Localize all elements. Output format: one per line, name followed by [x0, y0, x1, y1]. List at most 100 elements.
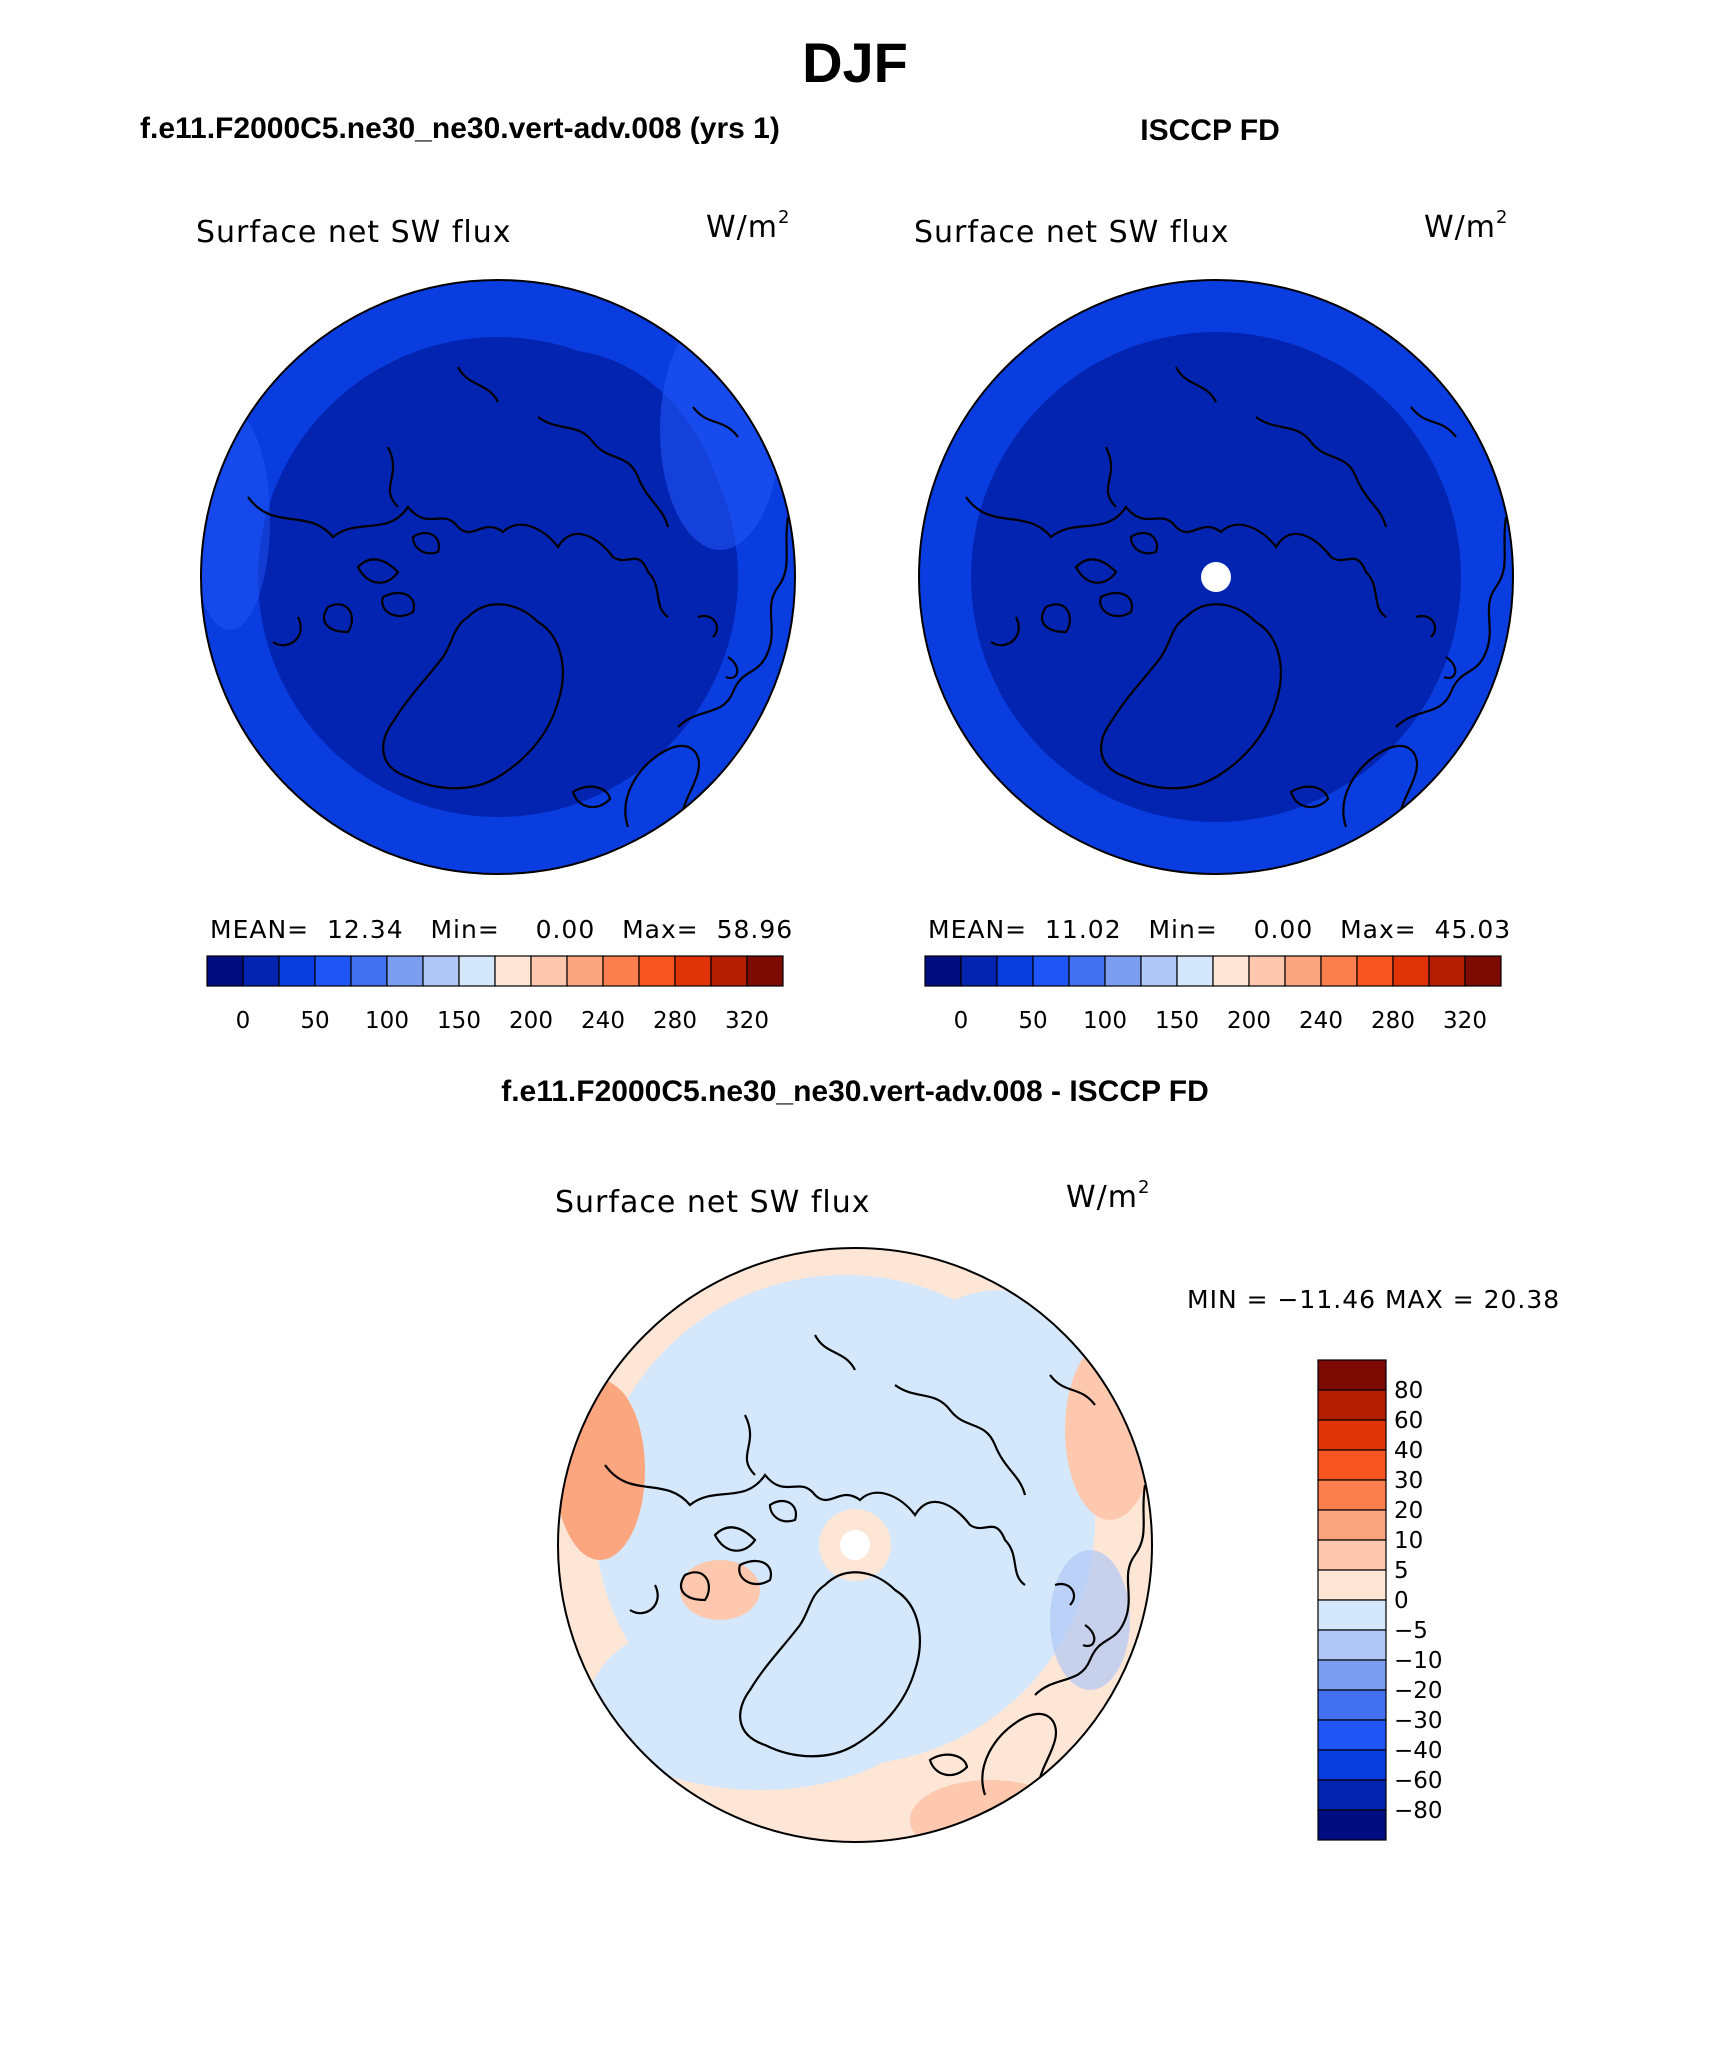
- model-colorbar-swatch: [350, 955, 388, 987]
- obs-colorbar-tick-label: 320: [1443, 1008, 1487, 1034]
- difference-colorbar-tick-label: −60: [1394, 1768, 1443, 1794]
- model-colorbar-tick-label: 280: [653, 1008, 697, 1034]
- obs-colorbar-tick-label: 0: [954, 1008, 969, 1034]
- difference-colorbar-swatch: [1317, 1599, 1387, 1631]
- difference-colorbar-swatch: [1317, 1419, 1387, 1451]
- difference-colorbar-tick-label: −30: [1394, 1708, 1443, 1734]
- obs-polar-map: [918, 279, 1514, 875]
- difference-colorbar-swatch: [1317, 1719, 1387, 1751]
- obs-colorbar-tick-label: 200: [1227, 1008, 1271, 1034]
- obs-colorbar-swatch: [1068, 955, 1106, 987]
- model-colorbar-swatch: [206, 955, 244, 987]
- model-colorbar-swatch: [530, 955, 568, 987]
- difference-colorbar-tick-label: 10: [1394, 1528, 1423, 1554]
- difference-colorbar-tick-label: 0: [1394, 1588, 1409, 1614]
- difference-colorbar-swatch: [1317, 1539, 1387, 1571]
- difference-colorbar-swatch: [1317, 1749, 1387, 1781]
- model-colorbar-swatch: [314, 955, 352, 987]
- difference-colorbar-swatch: [1317, 1629, 1387, 1661]
- difference-colorbar-tick-label: 80: [1394, 1378, 1423, 1404]
- model-polar-map: [200, 279, 796, 875]
- difference-colorbar-tick-label: 60: [1394, 1408, 1423, 1434]
- model-units-label: W/m2: [706, 207, 791, 245]
- obs-colorbar-swatch: [1212, 955, 1250, 987]
- difference-polar-map: [557, 1247, 1153, 1843]
- model-colorbar-swatch: [278, 955, 316, 987]
- model-colorbar-swatch: [422, 955, 460, 987]
- difference-colorbar-tick-label: 40: [1394, 1438, 1423, 1464]
- obs-colorbar-tick-label: 280: [1371, 1008, 1415, 1034]
- obs-colorbar: 0 50 100 150 200 240 280 320: [924, 955, 1502, 1034]
- difference-minmax: MIN = −11.46 MAX = 20.38: [1187, 1285, 1561, 1314]
- obs-colorbar-tick-label: 100: [1083, 1008, 1127, 1034]
- model-colorbar-swatch: [458, 955, 496, 987]
- model-colorbar-tick-label: 200: [509, 1008, 553, 1034]
- obs-colorbar-swatch: [1104, 955, 1142, 987]
- obs-units-label: W/m2: [1424, 207, 1509, 245]
- obs-colorbar-tick-label: 50: [1018, 1008, 1047, 1034]
- model-colorbar-tick-label: 150: [437, 1008, 481, 1034]
- difference-colorbar-swatch: [1317, 1509, 1387, 1541]
- model-colorbar-swatch: [386, 955, 424, 987]
- difference-colorbar-swatch: [1317, 1449, 1387, 1481]
- main-title: DJF: [802, 31, 908, 94]
- obs-colorbar-swatch: [1392, 955, 1430, 987]
- difference-colorbar-swatch: [1317, 1659, 1387, 1691]
- model-colorbar-swatch: [566, 955, 604, 987]
- obs-colorbar-swatch: [1032, 955, 1070, 987]
- difference-colorbar-tick-label: −5: [1394, 1618, 1428, 1644]
- model-panel-header: f.e11.F2000C5.ne30_ne30.vert-adv.008 (yr…: [140, 112, 780, 145]
- difference-colorbar-tick-label: 5: [1394, 1558, 1409, 1584]
- model-colorbar: 0 50 100 150 200 240 280 320: [206, 955, 784, 1034]
- difference-units-label: W/m2: [1066, 1177, 1151, 1215]
- difference-colorbar: 80 60 40 30 20 10 5 0 −5 −10 −20 −30 −40 −60 −80: [1317, 1359, 1443, 1841]
- difference-colorbar-tick-label: −20: [1394, 1678, 1443, 1704]
- difference-colorbar-tick-label: −80: [1394, 1798, 1443, 1824]
- difference-colorbar-tick-label: 30: [1394, 1468, 1423, 1494]
- model-colorbar-tick-label: 100: [365, 1008, 409, 1034]
- difference-colorbar-swatch: [1317, 1569, 1387, 1601]
- difference-variable-label: Surface net SW flux: [555, 1185, 871, 1220]
- difference-colorbar-swatch: [1317, 1479, 1387, 1511]
- model-colorbar-tick-label: 320: [725, 1008, 769, 1034]
- difference-colorbar-swatch: [1317, 1809, 1387, 1841]
- model-colorbar-tick-label: 240: [581, 1008, 625, 1034]
- obs-colorbar-swatch: [1428, 955, 1466, 987]
- difference-colorbar-tick-label: −40: [1394, 1738, 1443, 1764]
- obs-colorbar-swatch: [1248, 955, 1286, 987]
- model-colorbar-swatch: [638, 955, 676, 987]
- pole-gap: [1201, 562, 1231, 592]
- obs-colorbar-swatch: [1320, 955, 1358, 987]
- obs-stats: MEAN= 11.02 Min= 0.00 Max= 45.03: [928, 915, 1512, 944]
- obs-colorbar-tick-label: 150: [1155, 1008, 1199, 1034]
- model-colorbar-swatch: [602, 955, 640, 987]
- model-variable-label: Surface net SW flux: [196, 215, 512, 250]
- model-colorbar-swatch: [710, 955, 748, 987]
- difference-colorbar-tick-label: −10: [1394, 1648, 1443, 1674]
- obs-panel-header: ISCCP FD: [1140, 114, 1280, 147]
- obs-colorbar-swatch: [1140, 955, 1178, 987]
- difference-colorbar-tick-label: 20: [1394, 1498, 1423, 1524]
- obs-colorbar-tick-label: 240: [1299, 1008, 1343, 1034]
- obs-colorbar-swatch: [1464, 955, 1502, 987]
- model-colorbar-swatch: [674, 955, 712, 987]
- pole-gap: [840, 1530, 870, 1560]
- obs-colorbar-swatch: [1176, 955, 1214, 987]
- model-stats: MEAN= 12.34 Min= 0.00 Max= 58.96: [210, 915, 794, 944]
- obs-colorbar-swatch: [960, 955, 998, 987]
- difference-colorbar-swatch: [1317, 1389, 1387, 1421]
- model-colorbar-swatch: [494, 955, 532, 987]
- difference-colorbar-swatch: [1317, 1779, 1387, 1811]
- difference-colorbar-swatch: [1317, 1359, 1387, 1391]
- obs-colorbar-swatch: [1284, 955, 1322, 987]
- difference-colorbar-swatch: [1317, 1689, 1387, 1721]
- model-colorbar-swatch: [242, 955, 280, 987]
- model-colorbar-tick-label: 50: [300, 1008, 329, 1034]
- obs-colorbar-swatch: [924, 955, 962, 987]
- obs-colorbar-swatch: [996, 955, 1034, 987]
- obs-variable-label: Surface net SW flux: [914, 215, 1230, 250]
- difference-panel-header: f.e11.F2000C5.ne30_ne30.vert-adv.008 - I…: [501, 1075, 1209, 1108]
- model-colorbar-tick-label: 0: [236, 1008, 251, 1034]
- obs-colorbar-swatch: [1356, 955, 1394, 987]
